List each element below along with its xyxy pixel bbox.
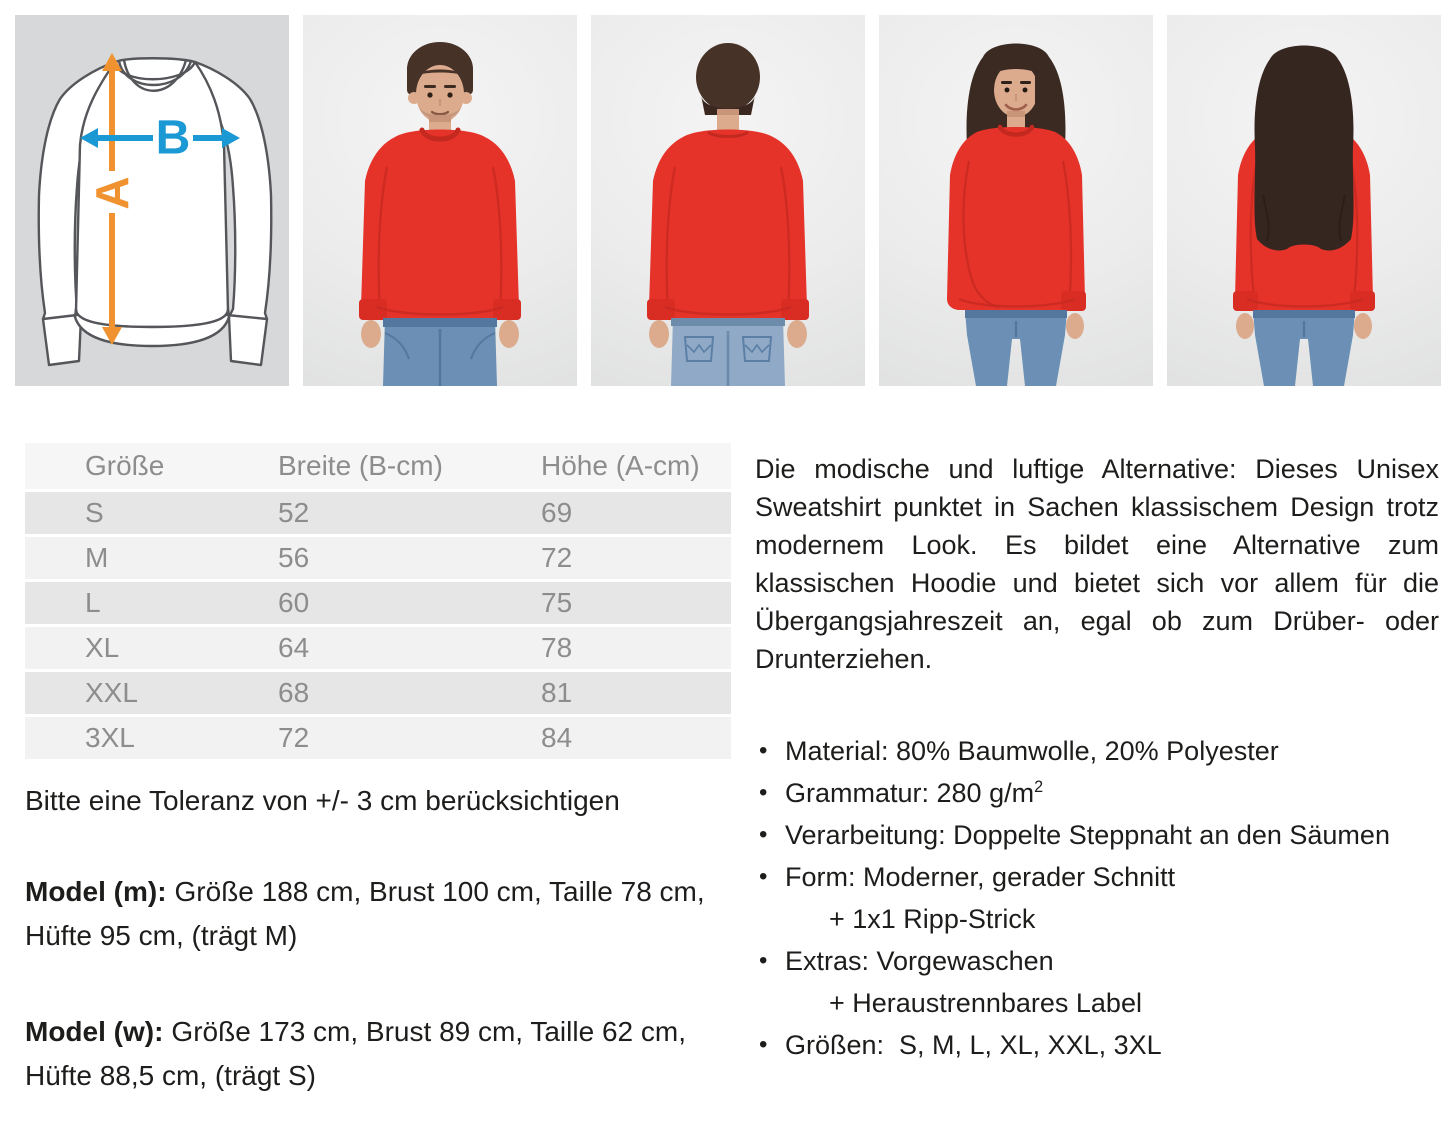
sweatshirt-measure-diagram-icon: A B [15,15,289,386]
feature-verarbeitung: • Verarbeitung: Doppelte Steppnaht an den… [755,814,1439,856]
table-cell: 52 [277,492,540,534]
feature-ripp-strick: + 1x1 Ripp-Strick [799,898,1439,940]
model-w-label: Model (w): [25,1016,164,1047]
photo-woman-back [1167,15,1441,386]
diagram-label-b: B [156,112,191,165]
bullet-icon: • [759,737,768,764]
product-gallery: A B [15,15,1441,386]
col-header-breite: Breite (B-cm) [277,443,540,489]
description-column: Die modische und luftige Alternative: Di… [755,440,1439,1126]
photo-woman-front [879,15,1153,386]
table-header-row: Größe Breite (B-cm) Höhe (A-cm) [25,443,731,489]
tolerance-note: Bitte eine Toleranz von +/- 3 cm berücks… [25,785,620,816]
table-row: S 52 69 [25,492,731,534]
bullet-icon [799,898,829,940]
size-info-column: Größe Breite (B-cm) Höhe (A-cm) S 52 69 M 56… [25,440,731,1126]
table-cell: XL [25,627,277,669]
model-m-text: Größe 188 cm, Brust 100 cm, Taille 78 cm… [25,876,705,951]
table-cell: 60 [277,582,540,624]
table-cell: 78 [540,627,731,669]
feature-grammatur: • Grammatur: 280 g/m2 [755,772,1439,814]
table-row: M 56 72 [25,537,731,579]
feature-material: • Material: 80% Baumwolle, 20% Polyester [755,730,1439,772]
model-w-info: Model (w): Größe 173 cm, Brust 89 cm, Tai… [25,1010,725,1098]
table-cell: 69 [540,492,731,534]
diagram-label-a: A [86,176,138,209]
product-info-section: Größe Breite (B-cm) Höhe (A-cm) S 52 69 M 56… [25,440,1439,1126]
bullet-icon: • [759,947,768,974]
bullet-icon [799,982,829,1024]
table-cell: 64 [277,627,540,669]
model-m-label: Model (m): [25,876,167,907]
size-table: Größe Breite (B-cm) Höhe (A-cm) S 52 69 M 56… [25,440,731,762]
man-front-illustration [359,42,521,386]
table-cell: 56 [277,537,540,579]
photo-man-front [303,15,577,386]
table-cell: 3XL [25,717,277,759]
table-cell: 84 [540,717,731,759]
table-cell: 81 [540,672,731,714]
man-back-illustration [647,43,809,386]
table-cell: 72 [540,537,731,579]
table-row: 3XL 72 84 [25,717,731,759]
table-cell: M [25,537,277,579]
feature-list: • Material: 80% Baumwolle, 20% Polyester … [755,730,1439,1066]
table-cell: XXL [25,672,277,714]
col-header-groesse: Größe [25,443,277,489]
superscript-2: 2 [1034,778,1044,796]
bullet-icon: • [759,1031,768,1058]
model-m-info: Model (m): Größe 188 cm, Brust 100 cm, Ta… [25,870,725,958]
table-cell: L [25,582,277,624]
table-row: XL 64 78 [25,627,731,669]
bullet-icon: • [759,779,768,806]
size-table-body: S 52 69 M 56 72 L 60 75 XL 64 78 XXL 68 81 3XL 72 84 [25,492,731,759]
bullet-icon: • [759,821,768,848]
feature-form: • Form: Moderner, gerader Schnitt [755,856,1439,898]
table-cell: 72 [277,717,540,759]
product-description: Die modische und luftige Alternative: Di… [755,454,1439,674]
table-row: L 60 75 [25,582,731,624]
woman-back-illustration [1233,45,1375,386]
table-cell: 68 [277,672,540,714]
feature-extras: • Extras: Vorgewaschen [755,940,1439,982]
col-header-hoehe: Höhe (A-cm) [540,443,731,489]
size-diagram-tile: A B [15,15,289,386]
feature-groessen: • Größen: S, M, L, XL, XXL, 3XL [755,1024,1439,1066]
woman-front-illustration [947,43,1086,386]
table-row: XXL 68 81 [25,672,731,714]
table-cell: 75 [540,582,731,624]
model-w-text: Größe 173 cm, Brust 89 cm, Taille 62 cm,… [25,1016,686,1091]
photo-man-back [591,15,865,386]
feature-label: + Heraustrennbares Label [799,982,1439,1024]
table-cell: S [25,492,277,534]
bullet-icon: • [759,863,768,890]
